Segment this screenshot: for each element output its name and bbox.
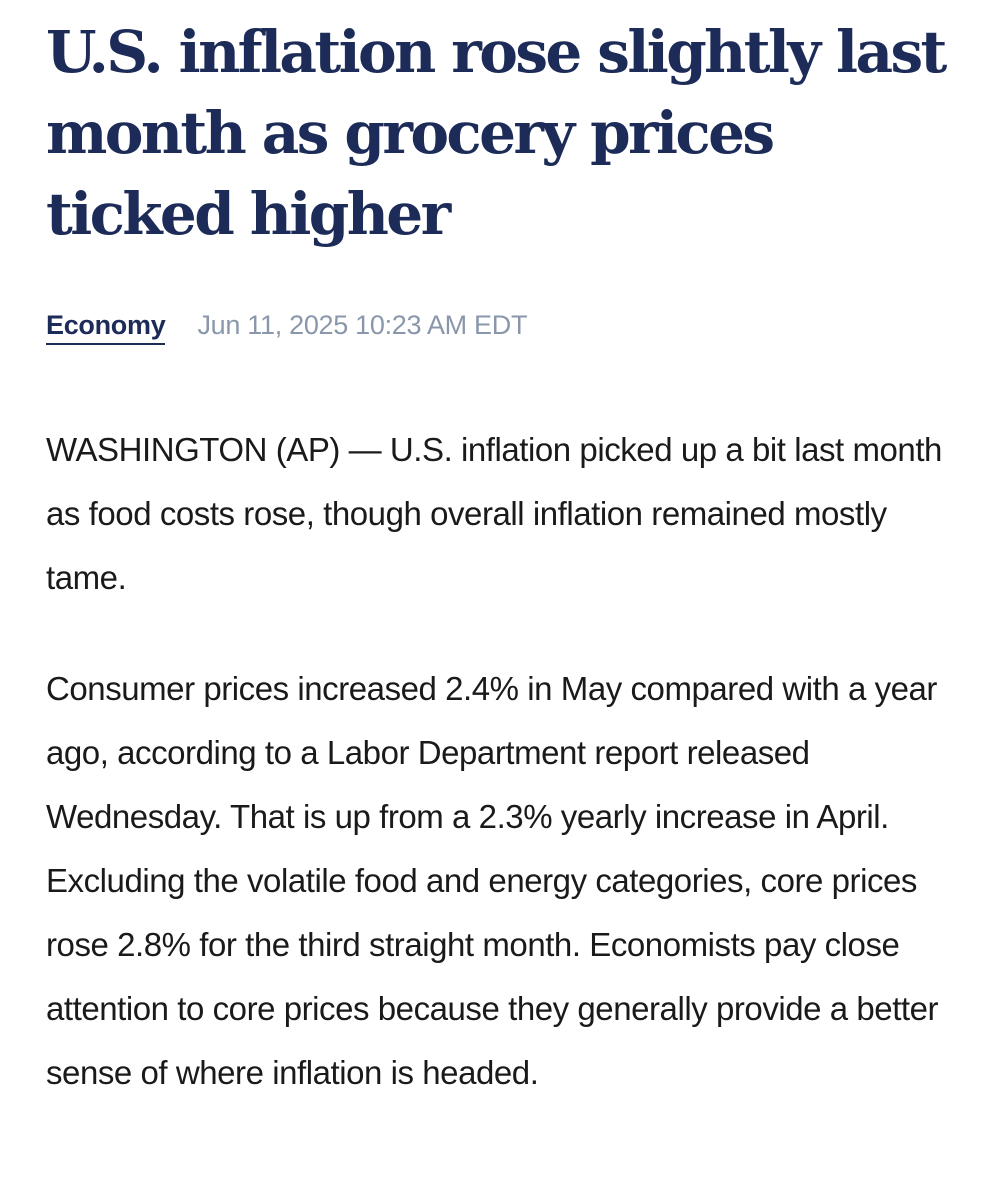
article-meta: Economy Jun 11, 2025 10:23 AM EDT: [46, 310, 951, 352]
article-body: WASHINGTON (AP) — U.S. inflation picked …: [46, 418, 951, 1105]
publish-timestamp: Jun 11, 2025 10:23 AM EDT: [197, 310, 528, 340]
article: U.S. inflation rose slightly last month …: [46, 0, 951, 1105]
category-link[interactable]: Economy: [46, 310, 166, 345]
article-paragraph: WASHINGTON (AP) — U.S. inflation picked …: [46, 431, 942, 596]
headline: U.S. inflation rose slightly last month …: [46, 18, 947, 248]
article-paragraph: Consumer prices increased 2.4% in May co…: [46, 670, 939, 1091]
